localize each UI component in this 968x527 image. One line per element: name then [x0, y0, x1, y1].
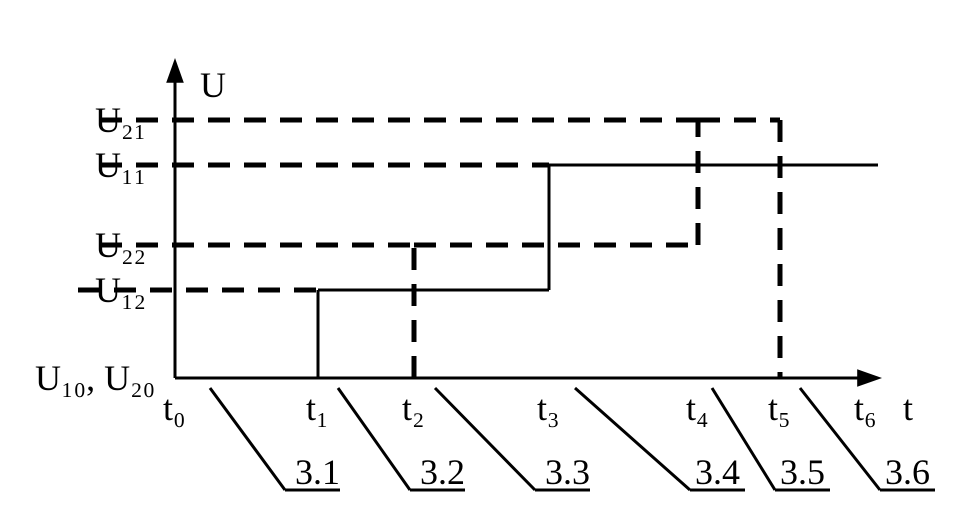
svg-text:3.6: 3.6	[885, 452, 930, 492]
svg-text:3.4: 3.4	[695, 452, 740, 492]
svg-text:U₁₀, U₂₀: U₁₀, U₂₀	[35, 358, 155, 398]
svg-text:t₁: t₁	[306, 388, 329, 428]
svg-text:3.2: 3.2	[420, 452, 465, 492]
svg-text:3.1: 3.1	[295, 452, 340, 492]
svg-text:t: t	[903, 388, 913, 428]
timing-diagram: Ut U₂₁ U₁₁ U₂₂ U₁₂ U₁₀, U₂₀t₀ t₁ t₂ t₃ t₄ t₅ t₆ 3.1 3…	[0, 0, 968, 527]
svg-text:t₆: t₆	[854, 388, 877, 428]
svg-text:U: U	[200, 65, 226, 105]
svg-text:3.5: 3.5	[780, 452, 825, 492]
svg-text:U₁₁: U₁₁	[95, 145, 146, 185]
svg-text:t₃: t₃	[537, 388, 560, 428]
svg-text:3.3: 3.3	[545, 452, 590, 492]
svg-text:t₀: t₀	[163, 388, 186, 428]
svg-text:U₂₂: U₂₂	[95, 225, 146, 265]
svg-text:t₂: t₂	[402, 388, 425, 428]
svg-text:U₁₂: U₁₂	[95, 270, 146, 310]
svg-text:t₄: t₄	[686, 388, 709, 428]
svg-text:t₅: t₅	[768, 388, 791, 428]
svg-text:U₂₁: U₂₁	[95, 100, 146, 140]
